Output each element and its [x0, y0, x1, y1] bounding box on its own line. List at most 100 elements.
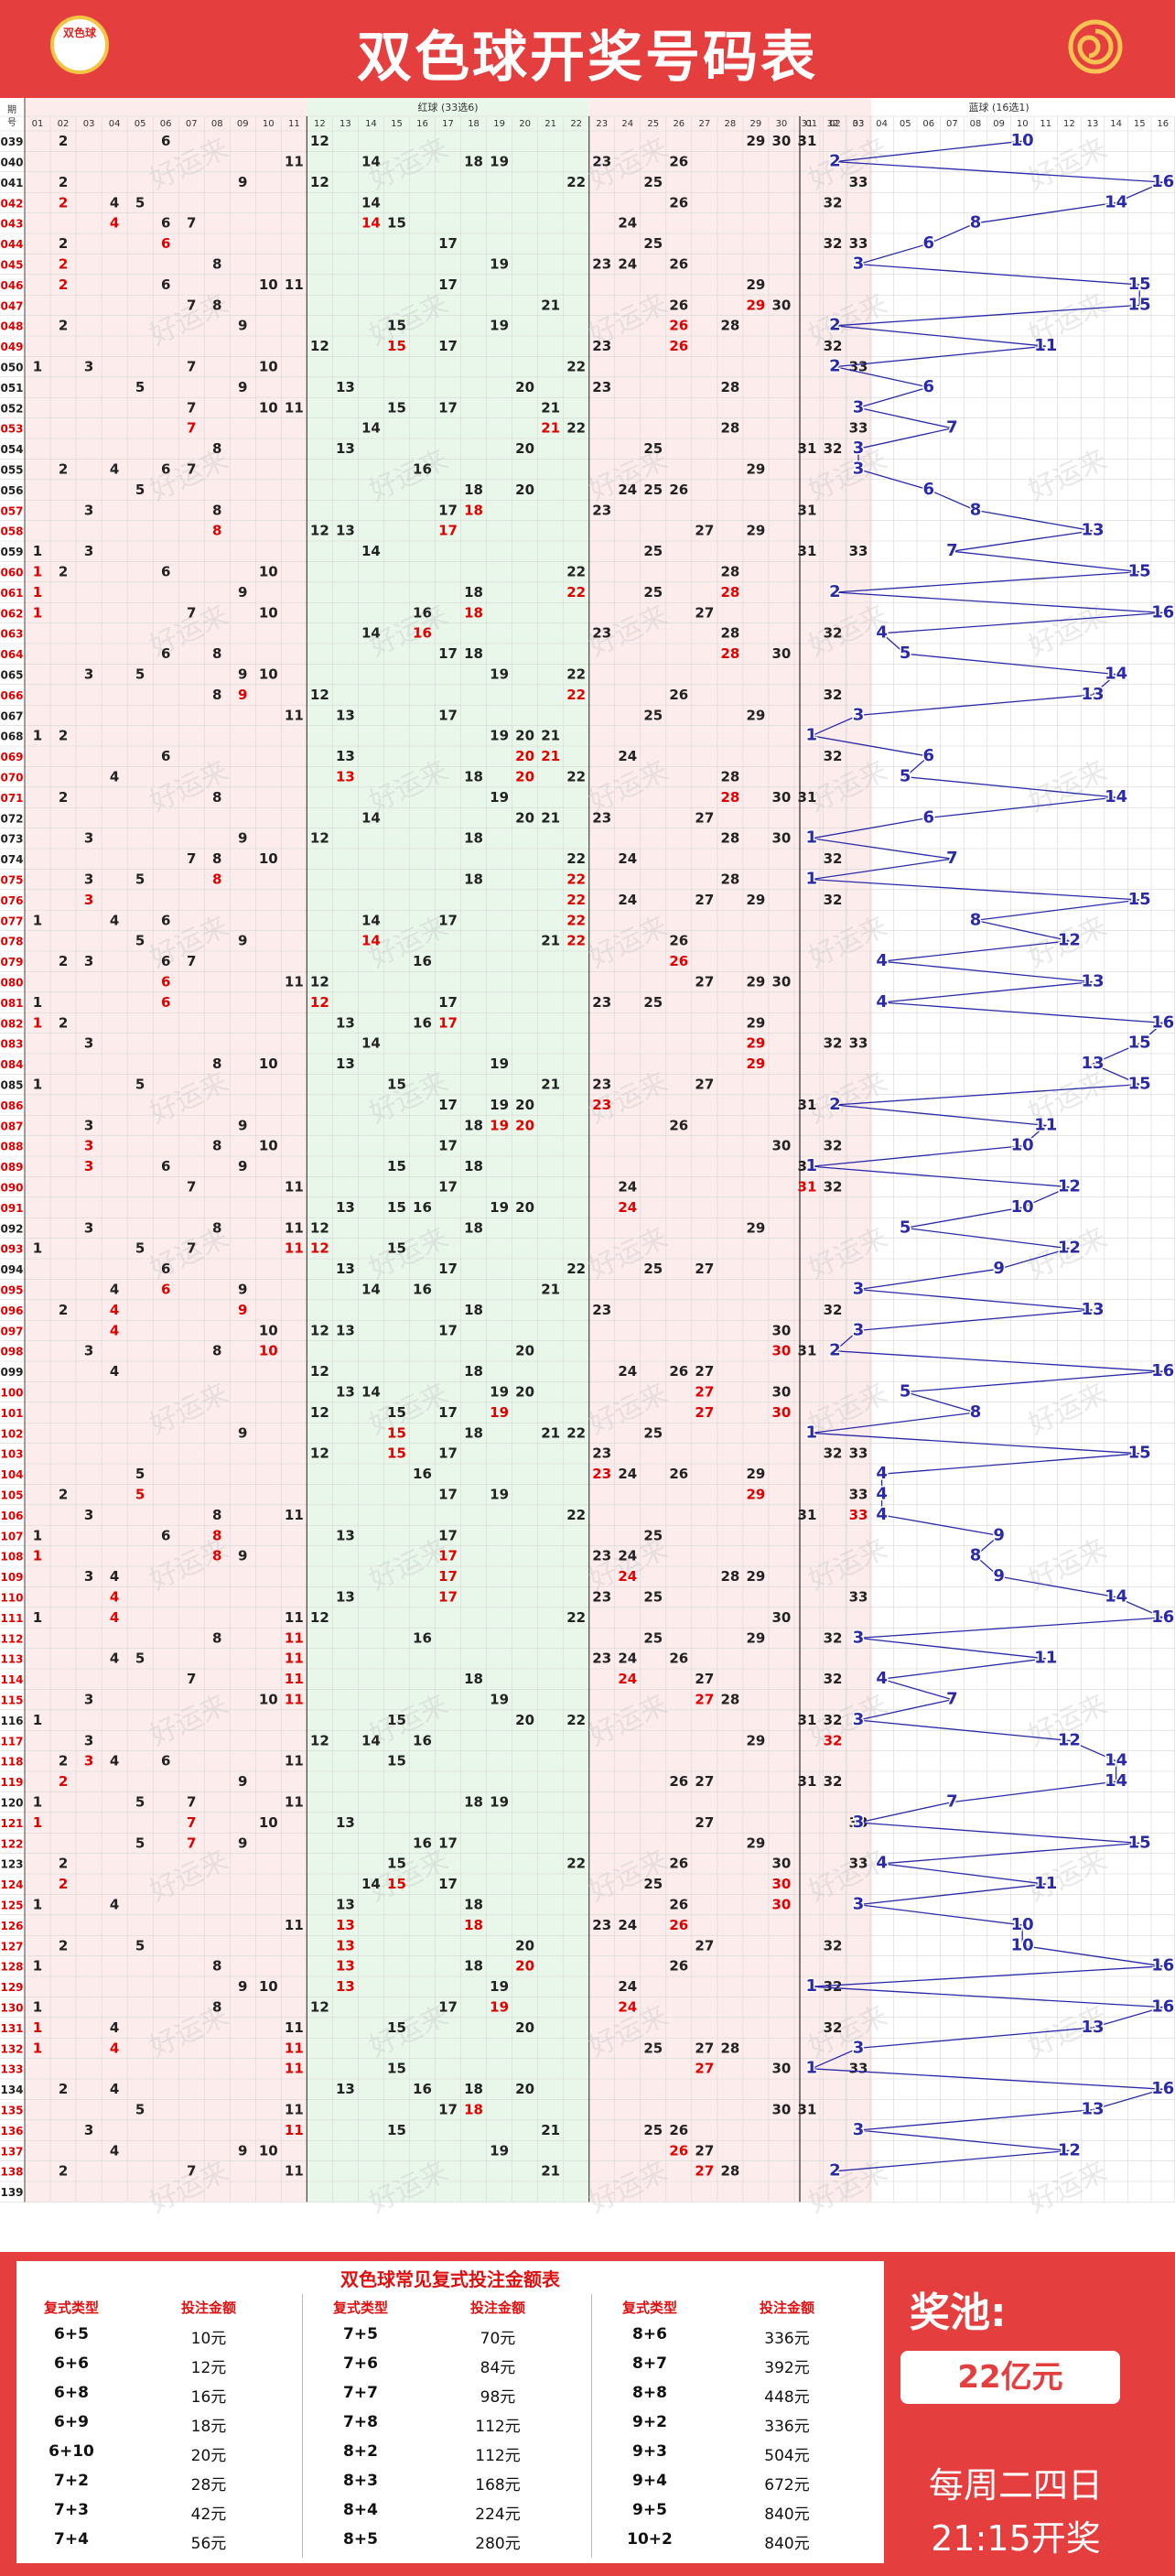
red-ball-number: 23 — [592, 502, 611, 518]
blue-ball-number: 1 — [806, 726, 818, 745]
red-ball-number: 3 — [84, 666, 93, 683]
blue-ball-number: 15 — [1128, 1444, 1151, 1463]
blue-ball-number: 3 — [853, 438, 865, 458]
red-ball-number: 10 — [259, 1978, 278, 1995]
red-ball-number: 14 — [361, 154, 381, 170]
red-ball-number: 27 — [695, 2040, 714, 2056]
blue-ball-number: 12 — [1058, 1239, 1081, 1258]
red-col-header: 31 — [802, 119, 814, 129]
red-ball-number: 1 — [33, 1548, 42, 1564]
blue-ball-number: 3 — [853, 1813, 865, 1832]
red-ball-number: 9 — [238, 1302, 247, 1318]
issue-number: 120 — [0, 1797, 23, 1810]
red-ball-number: 22 — [566, 871, 586, 888]
red-ball-number: 25 — [643, 543, 663, 559]
issue-number: 059 — [0, 546, 23, 558]
compound-type-cell: 7+3 — [54, 2501, 89, 2519]
red-ball-number: 30 — [772, 2061, 792, 2077]
red-ball-number: 15 — [387, 1445, 406, 1462]
red-ball-number: 15 — [387, 399, 406, 416]
red-ball-number: 30 — [772, 2102, 792, 2118]
red-ball-number: 1 — [33, 1897, 42, 1913]
red-ball-number: 29 — [746, 523, 765, 539]
red-col-header: 25 — [647, 119, 659, 129]
red-ball-number: 25 — [643, 2040, 663, 2056]
red-ball-number: 4 — [110, 1302, 119, 1318]
red-ball-number: 7 — [187, 359, 196, 375]
red-ball-number: 5 — [135, 194, 145, 211]
red-ball-number: 19 — [490, 1487, 509, 1503]
red-ball-number: 31 — [798, 1097, 817, 1113]
issue-number: 096 — [0, 1304, 23, 1317]
red-ball-number: 6 — [161, 912, 170, 928]
red-ball-number: 25 — [643, 482, 663, 498]
blue-ball-number: 6 — [923, 377, 935, 396]
red-col-header: 14 — [365, 119, 377, 129]
red-ball-number: 8 — [212, 523, 221, 539]
red-ball-number: 29 — [746, 1732, 765, 1748]
red-ball-number: 16 — [413, 1629, 432, 1646]
red-ball-number: 30 — [772, 830, 792, 847]
blue-ball-number: 5 — [900, 1382, 911, 1402]
red-ball-number: 6 — [161, 133, 170, 149]
blue-ball-number: 9 — [993, 1259, 1005, 1278]
issue-number: 044 — [0, 238, 23, 251]
red-col-header: 24 — [621, 119, 633, 129]
red-ball-number: 20 — [515, 1384, 534, 1401]
red-ball-number: 16 — [413, 1014, 432, 1031]
red-ball-number: 10 — [259, 1322, 278, 1338]
compound-type-cell: 6+6 — [54, 2354, 89, 2373]
blue-ball-number: 15 — [1128, 1833, 1151, 1852]
wealth-swirl-icon[interactable] — [1067, 18, 1124, 75]
red-ball-number: 11 — [285, 2122, 304, 2138]
compound-amount-cell: 840元 — [764, 2535, 810, 2553]
compound-amount-cell: 18元 — [190, 2418, 227, 2436]
compound-amount-cell: 392元 — [764, 2359, 810, 2377]
red-ball-number: 9 — [238, 1158, 247, 1174]
compound-amount-cell: 448元 — [764, 2388, 810, 2407]
compound-table-title: 双色球常见复式投注金额表 — [340, 2268, 560, 2290]
red-ball-number: 33 — [849, 1445, 868, 1462]
red-ball-number: 6 — [161, 235, 170, 252]
red-col-header: 28 — [725, 119, 737, 129]
red-ball-number: 11 — [285, 1692, 304, 1708]
red-ball-number: 7 — [187, 604, 196, 621]
red-ball-number: 33 — [849, 420, 868, 437]
red-ball-number: 8 — [212, 1999, 221, 2016]
draw-days: 每周二四日 — [928, 2465, 1103, 2506]
red-ball-number: 12 — [310, 1219, 329, 1236]
watermark-text: 好运来 — [1024, 2155, 1112, 2219]
red-ball-number: 27 — [695, 2163, 714, 2180]
red-ball-number: 2 — [59, 1937, 68, 1954]
red-ball-number: 1 — [33, 1999, 42, 2016]
red-ball-number: 2 — [59, 133, 68, 149]
issue-number: 058 — [0, 525, 23, 538]
red-ball-number: 14 — [361, 420, 381, 437]
red-col-header: 32 — [827, 119, 839, 129]
red-ball-number: 30 — [772, 974, 792, 990]
footer-panel: 双色球常见复式投注金额表 复式类型 投注金额 6+5 10元 6+6 12元 6+8 16元 6… — [0, 2252, 1175, 2576]
red-ball-number: 10 — [259, 2142, 278, 2159]
red-ball-number: 7 — [187, 1814, 196, 1831]
issue-number: 039 — [0, 135, 23, 148]
issue-number: 114 — [0, 1673, 23, 1686]
issue-number: 113 — [0, 1653, 23, 1666]
red-ball-number: 11 — [285, 2061, 304, 2077]
red-ball-number: 2 — [59, 953, 68, 969]
red-ball-number: 16 — [413, 604, 432, 621]
blue-ball-number: 3 — [853, 705, 865, 724]
issue-number: 097 — [0, 1325, 23, 1337]
red-ball-number: 26 — [669, 1856, 688, 1872]
compound-amount-cell: 10元 — [190, 2330, 227, 2348]
issue-number: 100 — [0, 1387, 23, 1400]
blue-ball-number: 14 — [1105, 787, 1127, 806]
red-ball-number: 31 — [798, 440, 817, 457]
red-ball-number: 6 — [161, 748, 170, 764]
red-ball-number: 23 — [592, 1445, 611, 1462]
issue-number: 111 — [0, 1612, 23, 1625]
red-ball-number: 2 — [59, 256, 68, 273]
red-ball-number: 3 — [84, 953, 93, 969]
red-ball-number: 26 — [669, 154, 688, 170]
red-ball-number: 23 — [592, 379, 611, 395]
blue-col-header: 06 — [922, 119, 934, 129]
